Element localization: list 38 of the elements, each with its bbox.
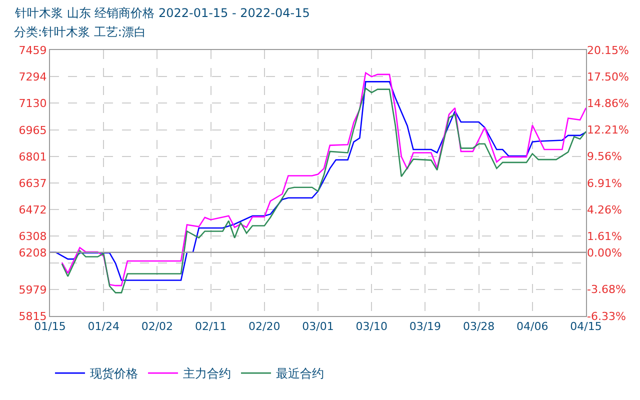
y2-tick-label: 0.00% — [587, 246, 622, 260]
y-tick-label: 6801 — [18, 150, 47, 164]
y2-tick-label: 9.56% — [587, 150, 622, 164]
x-tick-label: 03/10 — [356, 320, 388, 334]
y2-tick-label: 6.91% — [587, 176, 622, 190]
x-tick-label: 03/19 — [409, 320, 442, 334]
x-tick-label: 03/01 — [302, 320, 334, 334]
y-tick-label: 7459 — [18, 44, 47, 57]
x-tick-label: 01/24 — [88, 320, 120, 334]
x-tick-label: 02/11 — [194, 320, 227, 334]
legend-label: 现货价格 — [90, 366, 138, 381]
y-tick-label: 7130 — [18, 97, 47, 110]
y2-tick-label: 17.50% — [587, 70, 629, 84]
y2-tick-label: 1.61% — [587, 230, 622, 244]
y2-tick-label: 12.21% — [587, 124, 629, 137]
y2-tick-label: -6.33% — [587, 310, 626, 323]
y-tick-label: 7294 — [18, 70, 47, 84]
y-tick-label: 6637 — [18, 176, 47, 190]
y2-tick-label: 4.26% — [587, 203, 622, 216]
chart-subtitle: 分类:针叶木浆 工艺:漂白 — [14, 25, 146, 39]
chart-title: 针叶木浆 山东 经销商价格 2022-01-15 - 2022-04-15 — [14, 6, 310, 20]
x-tick-label: 01/15 — [34, 320, 66, 334]
y2-tick-label: 20.15% — [587, 44, 629, 57]
x-tick-label: 03/28 — [462, 320, 495, 334]
y-tick-label: 6208 — [18, 246, 47, 260]
y-tick-label: 6308 — [18, 230, 47, 244]
legend-label: 最近合约 — [276, 366, 324, 381]
y-tick-label: 5979 — [18, 283, 47, 296]
x-tick-label: 04/15 — [570, 320, 602, 334]
y2-tick-label: -3.68% — [587, 283, 626, 296]
x-tick-label: 02/02 — [141, 320, 174, 334]
x-tick-label: 02/20 — [248, 320, 280, 334]
y-tick-label: 5815 — [18, 310, 47, 323]
x-tick-label: 04/06 — [516, 320, 548, 334]
y2-tick-label: 14.86% — [587, 96, 629, 110]
legend-label: 主力合约 — [183, 366, 231, 381]
y-tick-label: 6472 — [18, 204, 47, 217]
y-tick-label: 6965 — [18, 124, 47, 137]
